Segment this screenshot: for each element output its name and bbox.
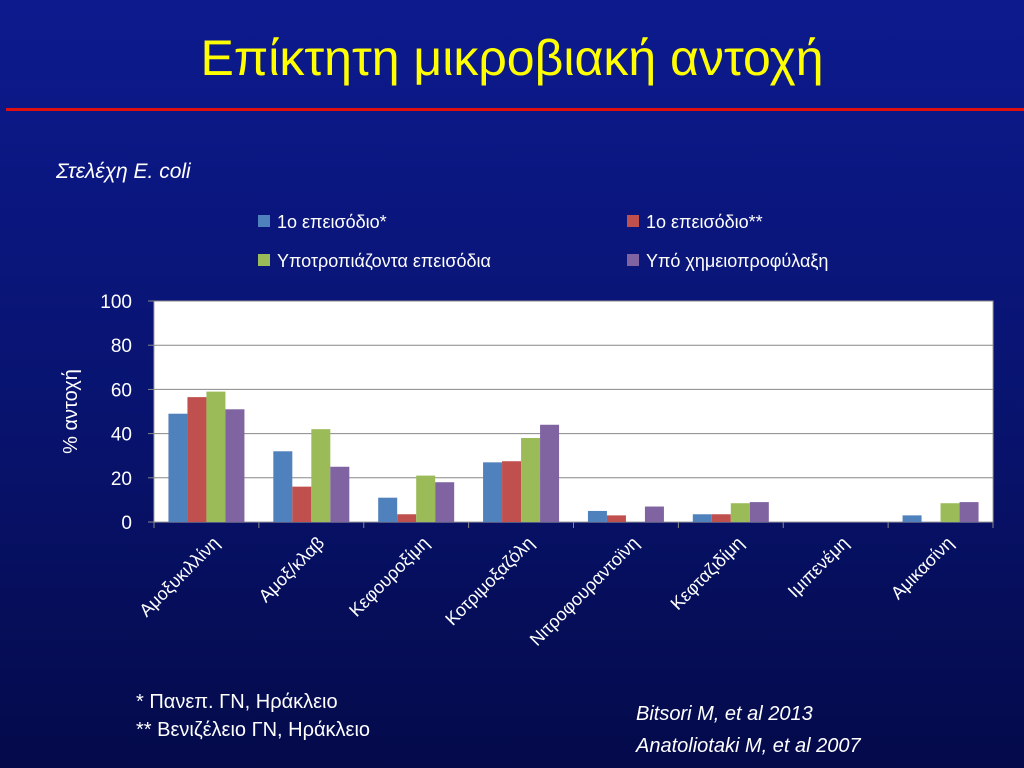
category-label: Νιτροφουραντοϊνη xyxy=(526,533,643,650)
bar-3-8 xyxy=(940,503,960,522)
bar-4-2 xyxy=(330,466,350,522)
bar-2-1 xyxy=(187,397,207,522)
legend-swatch xyxy=(258,254,270,266)
slide-title: Επίκτητη μικροβιακή αντοχή xyxy=(200,30,824,86)
legend-label: 1ο επεισόδιο* xyxy=(277,212,387,232)
bar-1-3 xyxy=(378,497,398,522)
title-divider xyxy=(6,108,1024,111)
bar-3-1 xyxy=(206,391,226,522)
bar-3-3 xyxy=(416,475,436,522)
slide-subtitle: Στελέχη E. coli xyxy=(56,160,191,183)
bar-1-6 xyxy=(692,514,712,522)
bar-4-1 xyxy=(225,409,245,522)
category-label: Κοτριμοξαζόλη xyxy=(441,533,538,630)
bar-2-5 xyxy=(606,515,626,522)
y-tick-label: 0 xyxy=(121,513,132,534)
footnotes: * Πανεπ. ΓΝ, Ηράκλειο ** Βενιζέλειο ΓΝ, … xyxy=(136,688,370,744)
legend-swatch xyxy=(627,215,639,227)
bar-4-6 xyxy=(749,502,769,522)
y-tick-label: 100 xyxy=(100,292,132,313)
y-axis-title: % αντοχή xyxy=(60,369,82,454)
bar-4-3 xyxy=(435,482,455,522)
category-label: Αμοξυκιλλίνη xyxy=(135,533,223,621)
y-tick-label: 80 xyxy=(111,336,132,357)
bar-2-2 xyxy=(292,486,312,522)
y-tick-label: 40 xyxy=(111,425,132,446)
footnote-1: * Πανεπ. ΓΝ, Ηράκλειο xyxy=(136,691,338,713)
reference-2: Anatoliotaki M, et al 2007 xyxy=(636,735,861,757)
bar-1-5 xyxy=(587,510,607,522)
bar-3-2 xyxy=(311,429,331,522)
legend-label: 1ο επεισόδιο** xyxy=(646,212,763,232)
category-label: Κεφουροξίμη xyxy=(345,533,433,621)
bar-1-4 xyxy=(483,462,503,522)
plot-area xyxy=(153,300,994,523)
legend-label: Υποτροπιάζοντα επεισόδια xyxy=(277,251,491,271)
category-label: Ιμιπενέμη xyxy=(784,533,853,602)
reference-1: Bitsori M, et al 2013 xyxy=(636,703,813,725)
category-label: Αμοξ/κλαβ xyxy=(255,533,328,606)
bar-1-8 xyxy=(902,515,922,522)
bar-4-4 xyxy=(540,424,560,522)
legend-swatch xyxy=(627,254,639,266)
bar-4-8 xyxy=(959,502,979,522)
bar-3-6 xyxy=(730,503,750,522)
bar-2-6 xyxy=(711,514,731,522)
bar-3-4 xyxy=(521,438,541,522)
y-tick-label: 60 xyxy=(111,380,132,401)
y-tick-label: 20 xyxy=(111,469,132,490)
references: Bitsori M, et al 2013 Anatoliotaki M, et… xyxy=(636,698,861,762)
legend-label: Υπό χημειοπροφύλαξη xyxy=(646,251,828,271)
bar-2-3 xyxy=(397,514,417,522)
legend-swatch xyxy=(258,215,270,227)
bar-1-1 xyxy=(168,413,188,522)
bar-1-2 xyxy=(273,451,293,522)
bar-4-5 xyxy=(644,506,664,522)
category-label: Αμικασίνη xyxy=(887,533,957,603)
footnote-2: ** Βενιζέλειο ΓΝ, Ηράκλειο xyxy=(136,719,371,741)
bar-2-4 xyxy=(502,461,522,522)
category-label: Κεφταζιδίμη xyxy=(667,533,748,614)
